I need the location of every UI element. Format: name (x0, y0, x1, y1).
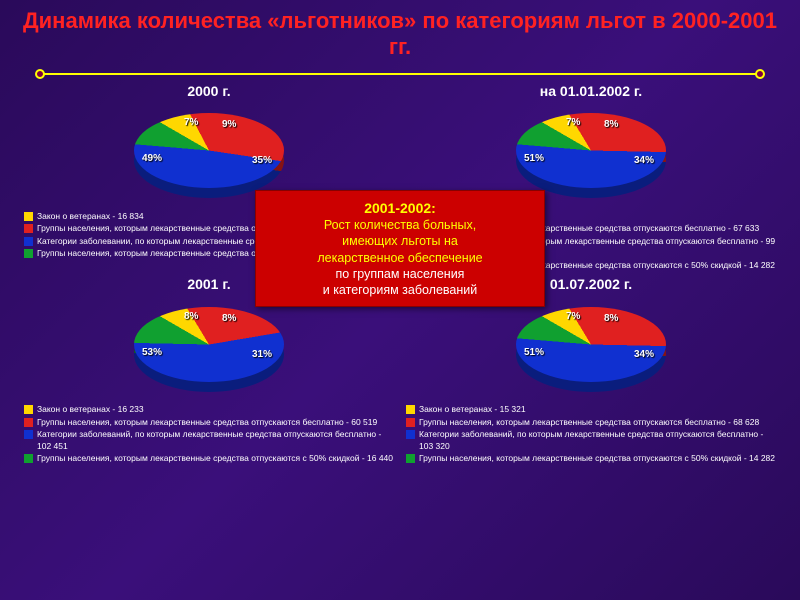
legend-swatch (24, 405, 33, 414)
ruler-line (40, 73, 760, 75)
pie-chart: 8% 31% 53% 8% (20, 294, 398, 404)
legend-item: Категории заболеваний, по которым лекарс… (24, 429, 394, 452)
callout-box: 2001-2002: Рост количества больных, имею… (255, 190, 545, 307)
pct-label: 51% (524, 347, 544, 358)
pct-label: 34% (634, 155, 654, 166)
callout-line1: Рост количества больных, (266, 217, 534, 233)
legend-item: Группы населения, которым лекарственные … (24, 417, 394, 428)
callout-line5: и категориям заболеваний (266, 282, 534, 298)
legend-swatch (406, 405, 415, 414)
legend-swatch (24, 249, 33, 258)
legend-item: Группы населения, которым лекарственные … (406, 417, 776, 428)
legend-swatch (406, 430, 415, 439)
pct-label: 8% (222, 313, 236, 324)
callout-line4: по группам населения (266, 266, 534, 282)
pct-label: 8% (604, 313, 618, 324)
callout-header: 2001-2002: (266, 199, 534, 217)
legend-text: Закон о ветеранах - 16 834 (37, 211, 144, 222)
legend-item: Закон о ветеранах - 15 321 (406, 404, 776, 415)
pct-label: 9% (222, 119, 236, 130)
pct-label: 35% (252, 155, 272, 166)
pct-label: 53% (142, 347, 162, 358)
legend-text: Категории заболеваний, по которым лекарс… (419, 429, 776, 452)
pct-label: 34% (634, 349, 654, 360)
legend-item: Группы населения, которым лекарственные … (406, 453, 776, 464)
pct-label: 8% (604, 119, 618, 130)
legend-swatch (24, 212, 33, 221)
legend-text: Категории заболеваний, по которым лекарс… (37, 429, 394, 452)
legend-text: Группы населения, которым лекарственные … (37, 453, 393, 464)
legend-text: Группы населения, которым лекарственные … (419, 417, 759, 428)
legend-item: Группы населения, которым лекарственные … (24, 453, 394, 464)
page-title: Динамика количества «льготников» по кате… (0, 0, 800, 65)
legend: Закон о ветеранах - 15 321 Группы населен… (402, 404, 780, 464)
legend-swatch (24, 418, 33, 427)
legend: Закон о ветеранах - 16 233 Группы населен… (20, 404, 398, 464)
pct-label: 7% (566, 117, 580, 128)
pie-chart: 8% 34% 51% 7% (402, 294, 780, 404)
legend-item: Закон о ветеранах - 16 233 (24, 404, 394, 415)
legend-text: Группы населения, которым лекарственные … (37, 417, 377, 428)
legend-swatch (24, 224, 33, 233)
ruler-dot-left (35, 69, 45, 79)
legend-swatch (24, 237, 33, 246)
legend-swatch (24, 430, 33, 439)
legend-text: Группы населения, которым лекарственные … (419, 453, 775, 464)
pct-label: 49% (142, 153, 162, 164)
pct-label: 31% (252, 349, 272, 360)
callout-line2: имеющих льготы на (266, 233, 534, 249)
panel-title: 2000 г. (20, 83, 398, 99)
pct-label: 8% (184, 311, 198, 322)
legend-swatch (24, 454, 33, 463)
pct-label: 7% (566, 311, 580, 322)
legend-swatch (406, 418, 415, 427)
legend-text: Закон о ветеранах - 16 233 (37, 404, 144, 415)
panel-title: на 01.01.2002 г. (402, 83, 780, 99)
legend-swatch (406, 454, 415, 463)
pct-label: 7% (184, 117, 198, 128)
ruler (40, 67, 760, 81)
legend-item: Категории заболеваний, по которым лекарс… (406, 429, 776, 452)
legend-text: Закон о ветеранах - 15 321 (419, 404, 526, 415)
callout-line3: лекарственное обеспечение (266, 250, 534, 266)
ruler-dot-right (755, 69, 765, 79)
pct-label: 51% (524, 153, 544, 164)
